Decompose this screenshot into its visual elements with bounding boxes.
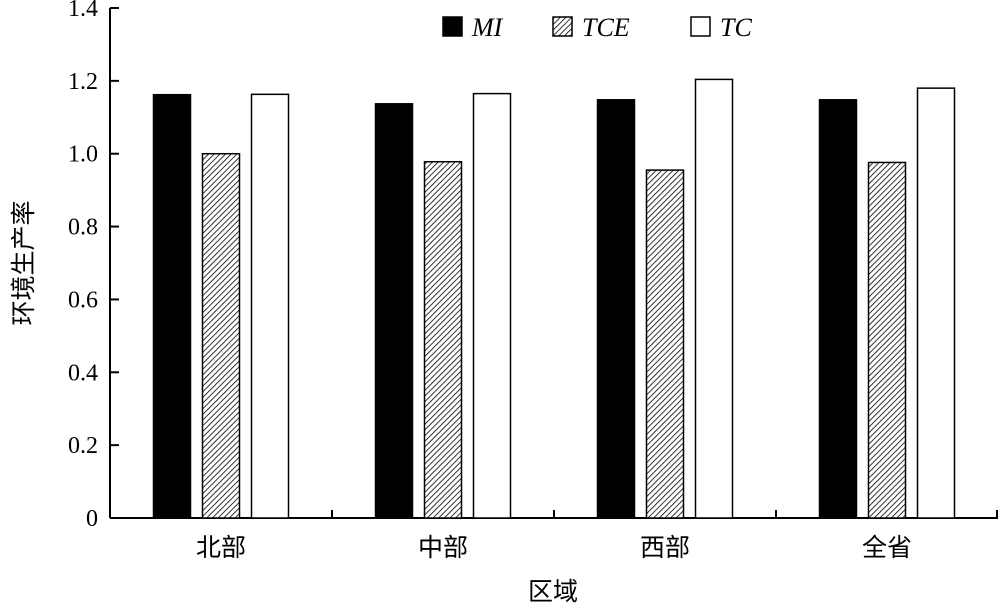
y-axis-ticks: 0 0.2 0.4 0.6 0.8 1.0 1.2 1.4 — [68, 0, 119, 532]
bar-mi-1 — [152, 93, 192, 519]
bar-tce-4 — [867, 161, 907, 519]
bar-groups — [152, 78, 956, 519]
bar-tce-1 — [201, 152, 241, 519]
x-tick-label: 西部 — [640, 533, 690, 562]
bar-tc-2 — [472, 92, 512, 519]
bar-mi-3 — [596, 99, 636, 519]
legend-swatch-tc — [690, 16, 711, 37]
x-axis-category-labels: 北部 中部 西部 全省 — [196, 510, 998, 562]
bar-tce-2 — [423, 160, 463, 519]
legend: MI TCE TC — [442, 13, 752, 42]
x-tick-label: 北部 — [196, 533, 246, 562]
y-tick-label: 1.0 — [68, 142, 98, 168]
x-tick-label: 中部 — [418, 533, 468, 562]
bar-tc-4 — [916, 87, 956, 519]
y-tick-label: 0 — [86, 506, 98, 532]
legend-label-mi: MI — [471, 13, 504, 42]
legend-label-tce: TCE — [582, 13, 630, 42]
y-tick-label: 1.2 — [68, 69, 98, 95]
bar-tce-3 — [645, 169, 685, 519]
y-tick-label: 0.6 — [68, 287, 98, 313]
x-axis-title: 区域 — [528, 577, 578, 606]
legend-swatch-tce — [552, 16, 573, 37]
bar-mi-4 — [818, 99, 858, 519]
x-tick-label: 全省 — [862, 533, 912, 562]
legend-swatch-mi — [442, 16, 463, 37]
y-tick-label: 0.4 — [68, 360, 98, 386]
bar-tc-1 — [250, 93, 290, 519]
bar-tc-3 — [694, 78, 734, 519]
y-axis-title: 环境生产率 — [9, 200, 38, 325]
y-tick-label: 1.4 — [68, 0, 98, 22]
y-tick-label: 0.2 — [68, 433, 98, 459]
y-tick-label: 0.8 — [68, 215, 98, 241]
legend-label-tc: TC — [720, 13, 752, 42]
bar-mi-2 — [374, 103, 414, 519]
